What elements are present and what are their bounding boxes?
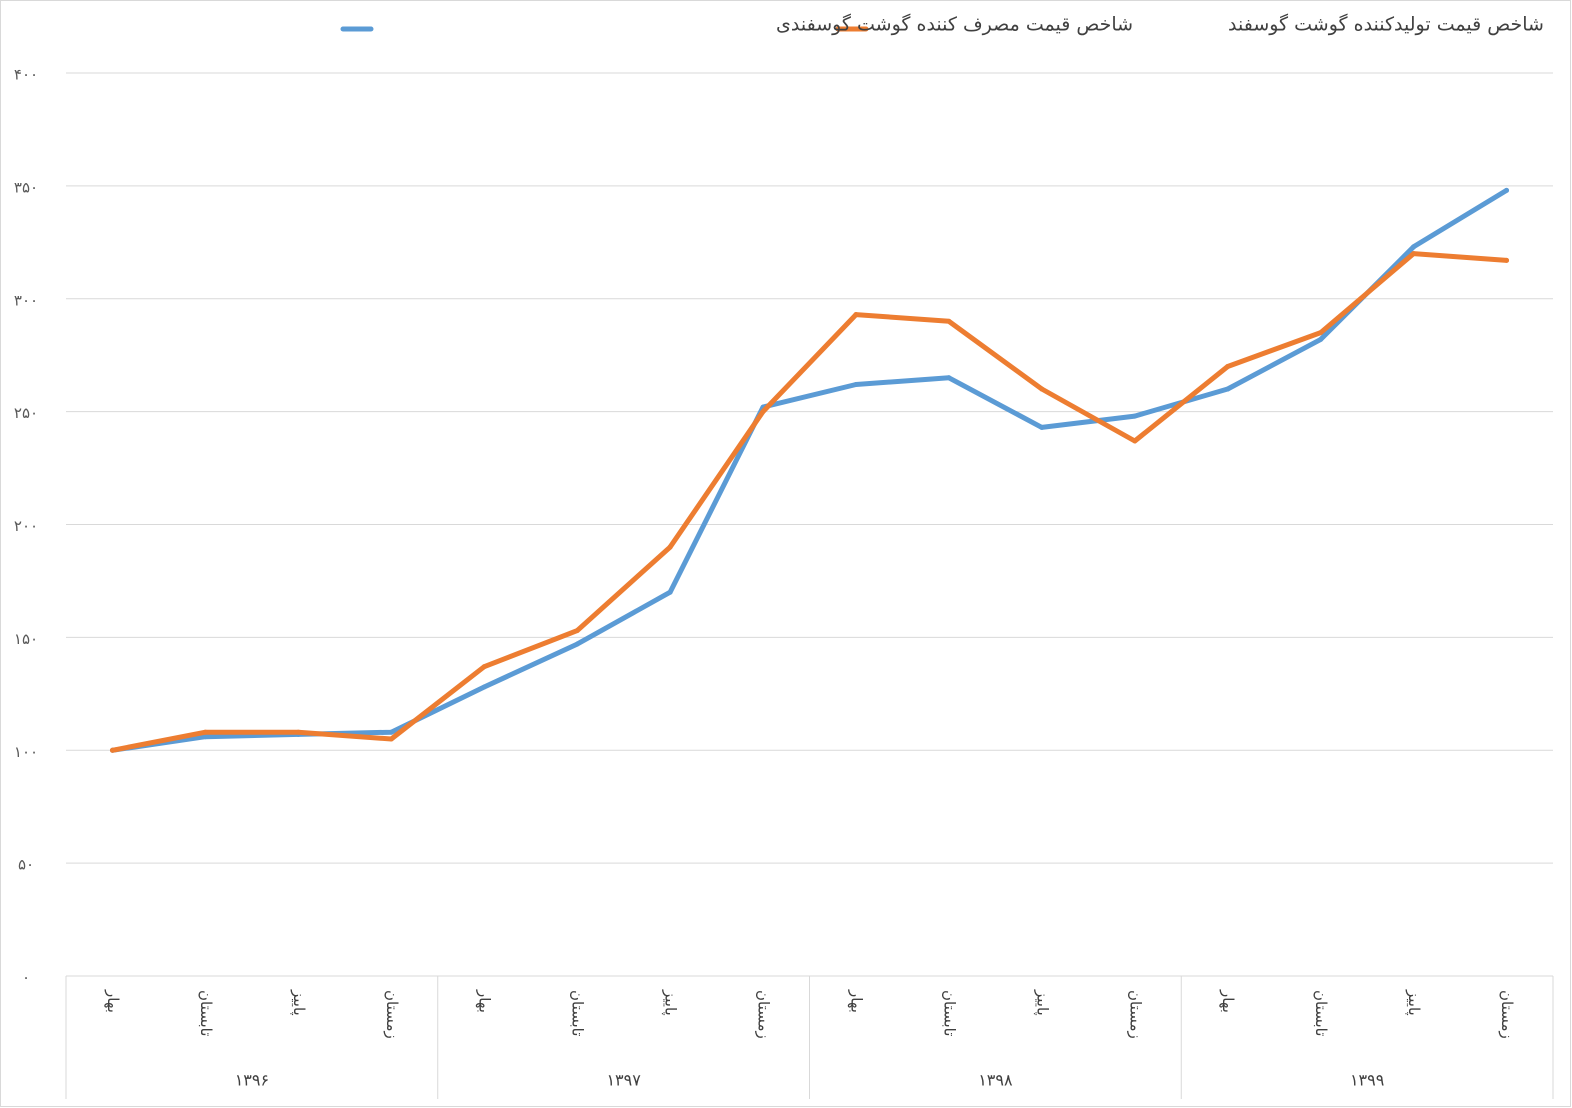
data-point <box>1039 386 1045 392</box>
x-category-label: پاییز <box>661 989 680 1016</box>
y-tick-label: ۰ <box>22 969 30 987</box>
data-point <box>1039 424 1045 430</box>
data-point <box>574 641 580 647</box>
data-point <box>481 684 487 690</box>
x-category-label: بهار <box>847 989 865 1013</box>
x-category-label: تابستان <box>1312 990 1330 1036</box>
data-point <box>1318 330 1324 336</box>
x-category-label: زمستان <box>383 990 401 1039</box>
x-group-label: ۱۳۹۹ <box>1350 1071 1384 1090</box>
x-group-label: ۱۳۹۶ <box>235 1071 269 1090</box>
data-point <box>667 589 673 595</box>
y-tick-label: ۱۰۰ <box>14 743 38 761</box>
x-category-label: پاییز <box>1032 989 1051 1016</box>
data-point <box>1318 336 1324 342</box>
data-point <box>202 729 208 735</box>
data-point <box>388 729 394 735</box>
data-point <box>1132 413 1138 419</box>
y-tick-label: ۲۵۰ <box>14 404 38 422</box>
y-tick-label: ۱۵۰ <box>14 630 38 648</box>
y-tick-label: ۳۵۰ <box>14 178 38 196</box>
data-point <box>574 628 580 634</box>
x-category-label: تابستان <box>197 990 215 1036</box>
y-tick-label: ۳۰۰ <box>14 291 38 309</box>
data-point <box>388 736 394 742</box>
data-point <box>1225 363 1231 369</box>
data-point <box>760 409 766 415</box>
x-category-label: تابستان <box>569 990 587 1036</box>
x-category-label: بهار <box>104 989 122 1013</box>
x-category-label: پاییز <box>1404 989 1423 1016</box>
data-point <box>853 312 859 318</box>
x-category-label: زمستان <box>755 990 773 1039</box>
x-category-label: بهار <box>1219 989 1237 1013</box>
x-category-label: تابستان <box>940 990 958 1036</box>
data-point <box>1411 244 1417 250</box>
data-point <box>853 382 859 388</box>
data-point <box>1132 438 1138 444</box>
data-point <box>1411 251 1417 257</box>
data-point <box>946 375 952 381</box>
y-tick-label: ۵۰ <box>18 856 34 874</box>
series-line-1 <box>110 251 1509 753</box>
x-group-label: ۱۳۹۷ <box>606 1071 641 1090</box>
data-point <box>109 747 115 753</box>
x-category-label: زمستان <box>1126 990 1144 1039</box>
x-category-label: پاییز <box>289 989 308 1016</box>
x-group-label: ۱۳۹۸ <box>978 1071 1013 1090</box>
data-point <box>1504 257 1510 263</box>
x-category-label: بهار <box>476 989 494 1013</box>
data-point <box>1504 187 1510 193</box>
y-tick-label: ۴۰۰ <box>14 66 38 84</box>
data-point <box>481 664 487 670</box>
legend-entry: شاخص قیمت تولیدکننده گوشت گوسفند <box>1228 13 1544 36</box>
x-category-label: زمستان <box>1498 990 1516 1039</box>
data-point <box>295 729 301 735</box>
data-point <box>667 544 673 550</box>
data-point <box>1225 386 1231 392</box>
legend-entry: شاخص قیمت مصرف کننده گوشت گوسفندی <box>776 13 1133 36</box>
data-point <box>202 734 208 740</box>
data-point <box>946 318 952 324</box>
y-tick-label: ۲۰۰ <box>14 517 38 535</box>
